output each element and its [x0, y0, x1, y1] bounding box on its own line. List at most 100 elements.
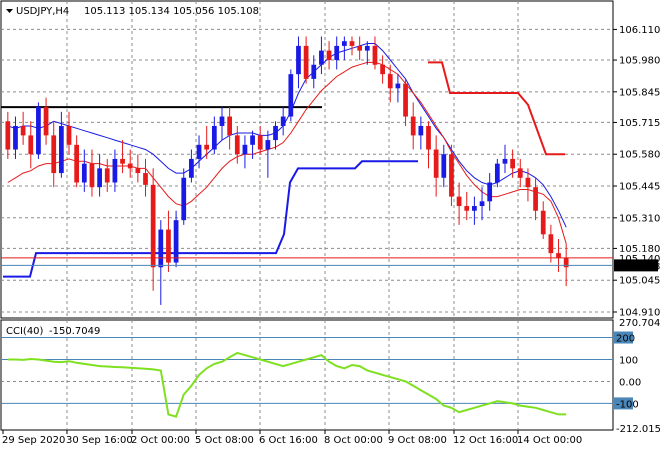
price-tick-label: 105.180 [619, 244, 660, 255]
candle-body [319, 50, 324, 65]
price-tick-label: 105.980 [619, 56, 660, 67]
time-tick-label: 2 Oct 00:00 [131, 435, 190, 446]
candle-body [112, 158, 118, 183]
candle-body [219, 116, 225, 126]
candle-body [43, 107, 49, 136]
symbol-timeframe: USDJPY,H4 [16, 6, 69, 17]
candle-body [257, 135, 263, 150]
candle-body [181, 177, 187, 221]
price-tick-label: 106.110 [619, 25, 660, 36]
time-axis: 29 Sep 2020 30 Sep 16:002 Oct 00:00 5 Oct … [2, 430, 582, 446]
price-tick-label: 105.845 [619, 87, 660, 98]
candle-body [326, 50, 332, 61]
ask-price-label: 105.140 [619, 254, 660, 265]
cci-line [7, 351, 567, 418]
candle-body [357, 45, 363, 51]
candle-body [449, 154, 454, 197]
cci-tick-label: 270.7045 [619, 318, 660, 329]
candle-body [158, 229, 164, 268]
candle-body [517, 168, 523, 178]
candle-body [410, 116, 416, 136]
candle-body [36, 107, 41, 155]
candle-body [74, 144, 80, 183]
candle-body [81, 163, 87, 183]
candle-body [250, 135, 255, 145]
dropdown-triangle-icon[interactable] [6, 9, 13, 13]
price-tick-label: 105.715 [619, 118, 660, 129]
cci-level-label-bg [614, 397, 633, 410]
candle-body [533, 187, 538, 211]
price-tick-label: 105.580 [619, 150, 660, 161]
candle-body [280, 116, 286, 126]
price-axis: 106.110 105.980 105.845 105.715 105.580 105.4… [613, 25, 660, 319]
candle-body [265, 140, 271, 150]
time-tick-label: 14 Oct 00:00 [517, 435, 582, 446]
candle-body [341, 41, 347, 46]
candle-body [58, 125, 64, 174]
candle-body [150, 184, 156, 268]
candle-body [456, 196, 462, 207]
candle-body [51, 135, 57, 174]
candle-body [426, 125, 431, 150]
candle-body [234, 135, 240, 155]
candle-body [464, 206, 470, 211]
candle-body [556, 253, 561, 258]
time-tick-label: 12 Oct 16:00 [453, 435, 518, 446]
cci-level-label-bg [614, 422, 660, 434]
candle-body [433, 149, 439, 178]
candle-body [288, 74, 294, 117]
bid-price-label-bg [614, 259, 658, 272]
candle-body [135, 168, 141, 174]
indicator-header: CCI(40) -150.7049 [6, 326, 100, 337]
candle-body [5, 121, 11, 150]
candle-body [479, 201, 485, 207]
candle-body [472, 206, 477, 211]
price-tick-label: 104.910 [619, 308, 660, 319]
candle-body [211, 125, 217, 150]
candle-body [349, 41, 355, 46]
indicator-plot-frame[interactable] [0, 319, 614, 431]
candle-body [97, 168, 102, 188]
candle-body [204, 144, 210, 150]
candle-body [387, 74, 393, 89]
candle-body [494, 163, 500, 183]
trailing-stop-red [428, 61, 565, 156]
candle-body [104, 168, 110, 183]
candle-body [13, 125, 18, 150]
candle-body [418, 125, 424, 136]
candle-body [273, 125, 278, 141]
candle-body [510, 158, 516, 169]
candle-body [364, 45, 370, 51]
bid-price-label: 105.108 [619, 261, 660, 272]
time-tick-label: 9 Oct 08:00 [388, 435, 447, 446]
price-tick-label: 105.310 [619, 213, 660, 224]
cci-tick-label: 100 [619, 355, 638, 366]
candle-body [242, 144, 248, 155]
cci-series [7, 351, 567, 418]
cci-level-label-bg [614, 331, 633, 344]
candle-body [120, 158, 125, 164]
candle-body [143, 173, 148, 185]
candle-body [311, 64, 317, 79]
candle-body [403, 83, 408, 117]
price-series [7, 43, 567, 244]
ohlc-values: 105.113 105.134 105.056 105.108 [84, 6, 259, 17]
time-tick-label: 30 Sep 16:00 [66, 435, 133, 446]
candle-body [525, 177, 531, 188]
indicator-value: -150.7049 [49, 326, 100, 337]
candle-body [196, 144, 202, 159]
price-tick-label: 105.045 [619, 276, 660, 287]
price-tick-label: 105.445 [619, 182, 660, 193]
candle-body [227, 116, 233, 136]
indicator-name: CCI(40) [6, 326, 44, 337]
candle-body [372, 45, 378, 65]
candle-body [189, 158, 194, 178]
candle-body [173, 220, 179, 263]
moving-average-line [7, 61, 567, 244]
cci-tick-label: 0.00 [619, 377, 641, 388]
candle-body [89, 163, 95, 188]
candle-body [502, 158, 508, 164]
